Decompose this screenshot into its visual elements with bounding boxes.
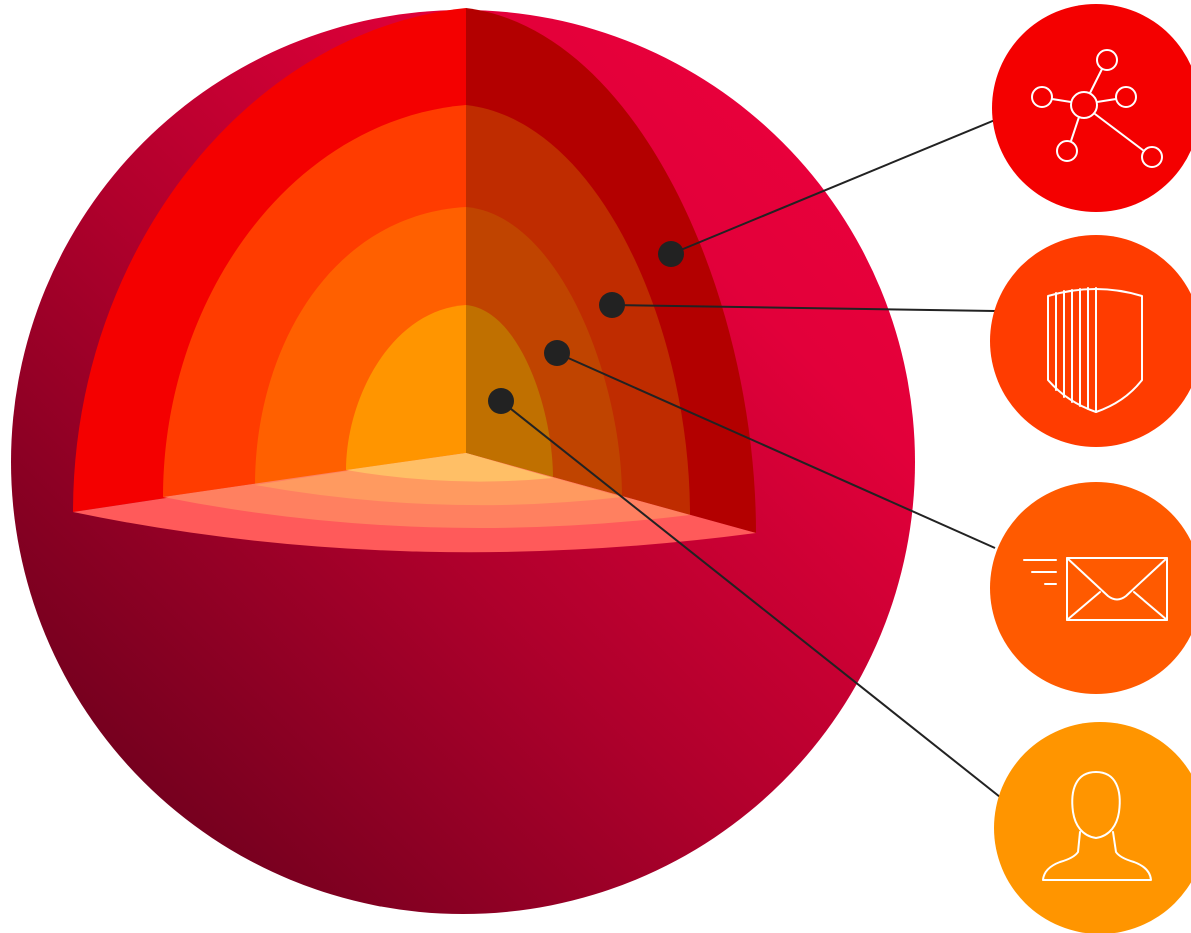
person-icon xyxy=(994,722,1191,933)
mail-icon xyxy=(990,482,1191,694)
network-icon xyxy=(992,4,1191,212)
left-face xyxy=(73,8,466,512)
floor-face xyxy=(73,453,756,553)
connectors xyxy=(500,119,1001,798)
layer-dots xyxy=(488,241,684,414)
shield-icon xyxy=(990,235,1191,447)
